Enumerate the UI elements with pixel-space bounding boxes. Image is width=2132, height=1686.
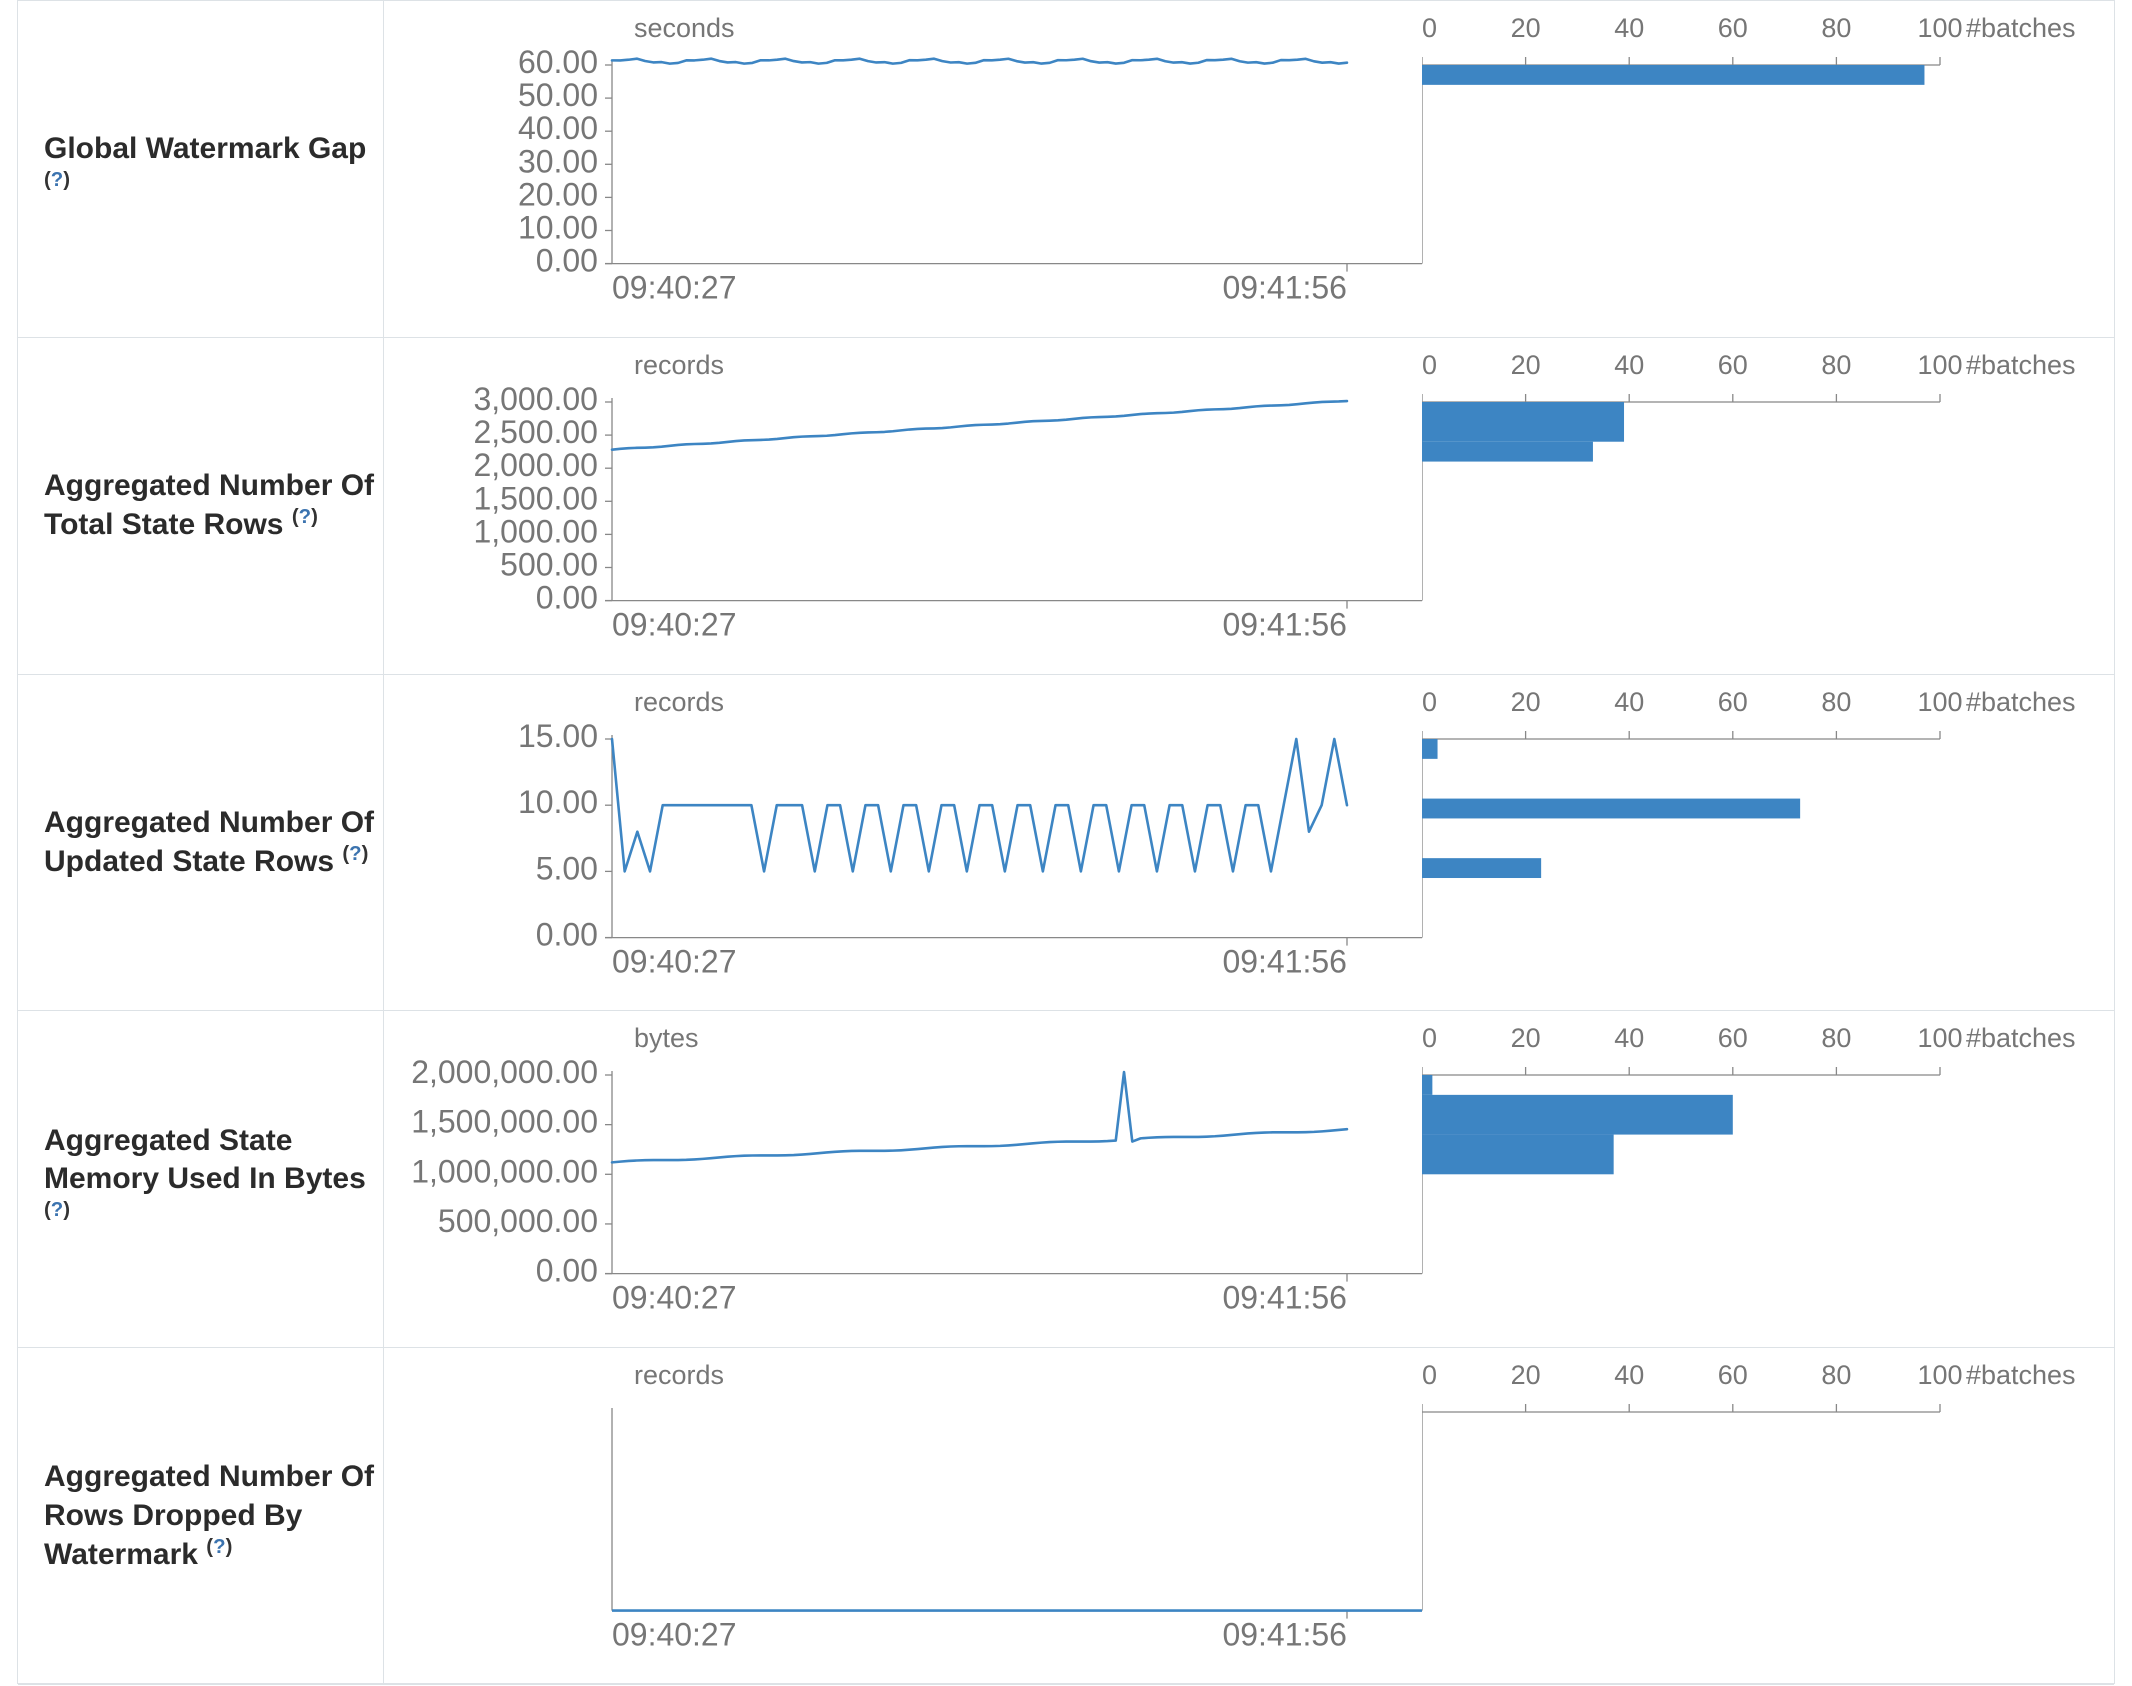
svg-text:1,500.00: 1,500.00 xyxy=(473,480,598,516)
svg-text:500.00: 500.00 xyxy=(500,546,598,582)
svg-text:100: 100 xyxy=(1917,350,1962,380)
svg-text:40.00: 40.00 xyxy=(518,110,598,146)
svg-text:20: 20 xyxy=(1511,13,1541,43)
svg-text:seconds: seconds xyxy=(634,13,735,43)
svg-text:20: 20 xyxy=(1511,1360,1541,1390)
svg-text:09:41:56: 09:41:56 xyxy=(1222,1617,1347,1653)
svg-text:40: 40 xyxy=(1614,1360,1644,1390)
svg-text:500,000.00: 500,000.00 xyxy=(438,1203,598,1239)
svg-text:100: 100 xyxy=(1917,1360,1962,1390)
svg-text:09:40:27: 09:40:27 xyxy=(612,943,737,979)
svg-text:50.00: 50.00 xyxy=(518,77,598,113)
svg-text:0: 0 xyxy=(1422,1360,1437,1390)
svg-text:20.00: 20.00 xyxy=(518,176,598,212)
svg-text:#batches: #batches xyxy=(1966,1360,2076,1390)
svg-text:20: 20 xyxy=(1511,687,1541,717)
svg-text:60: 60 xyxy=(1718,1360,1748,1390)
svg-text:#batches: #batches xyxy=(1966,13,2076,43)
svg-text:1,500,000.00: 1,500,000.00 xyxy=(411,1104,598,1140)
svg-text:bytes: bytes xyxy=(634,1023,699,1053)
svg-text:60.00: 60.00 xyxy=(518,44,598,80)
svg-text:2,000,000.00: 2,000,000.00 xyxy=(411,1054,598,1090)
svg-text:60: 60 xyxy=(1718,687,1748,717)
svg-text:100: 100 xyxy=(1917,1023,1962,1053)
svg-text:60: 60 xyxy=(1718,350,1748,380)
svg-text:60: 60 xyxy=(1718,1023,1748,1053)
svg-text:09:40:27: 09:40:27 xyxy=(612,1617,737,1653)
svg-text:40: 40 xyxy=(1614,350,1644,380)
svg-text:09:41:56: 09:41:56 xyxy=(1222,606,1347,642)
svg-text:40: 40 xyxy=(1614,1023,1644,1053)
svg-text:#batches: #batches xyxy=(1966,350,2076,380)
svg-text:1,000.00: 1,000.00 xyxy=(473,513,598,549)
svg-text:0.00: 0.00 xyxy=(536,1253,598,1289)
svg-text:09:41:56: 09:41:56 xyxy=(1222,943,1347,979)
svg-text:80: 80 xyxy=(1821,1360,1851,1390)
svg-text:2,500.00: 2,500.00 xyxy=(473,414,598,450)
svg-text:records: records xyxy=(634,350,724,380)
svg-text:0.00: 0.00 xyxy=(536,579,598,615)
svg-text:20: 20 xyxy=(1511,1023,1541,1053)
svg-text:60: 60 xyxy=(1718,13,1748,43)
svg-text:10.00: 10.00 xyxy=(518,209,598,245)
svg-text:0: 0 xyxy=(1422,350,1437,380)
svg-text:80: 80 xyxy=(1821,13,1851,43)
svg-text:80: 80 xyxy=(1821,1023,1851,1053)
svg-text:0.00: 0.00 xyxy=(536,243,598,279)
svg-text:09:41:56: 09:41:56 xyxy=(1222,1280,1347,1316)
svg-text:09:41:56: 09:41:56 xyxy=(1222,269,1347,305)
svg-text:#batches: #batches xyxy=(1966,687,2076,717)
svg-text:0: 0 xyxy=(1422,13,1437,43)
svg-text:records: records xyxy=(634,1360,724,1390)
svg-text:09:40:27: 09:40:27 xyxy=(612,1280,737,1316)
svg-text:#batches: #batches xyxy=(1966,1023,2076,1053)
svg-text:80: 80 xyxy=(1821,350,1851,380)
svg-text:40: 40 xyxy=(1614,687,1644,717)
svg-text:80: 80 xyxy=(1821,687,1851,717)
svg-text:0: 0 xyxy=(1422,1023,1437,1053)
svg-text:09:40:27: 09:40:27 xyxy=(612,606,737,642)
svg-text:40: 40 xyxy=(1614,13,1644,43)
svg-text:records: records xyxy=(634,687,724,717)
svg-text:15.00: 15.00 xyxy=(518,718,598,754)
svg-text:100: 100 xyxy=(1917,13,1962,43)
svg-text:5.00: 5.00 xyxy=(536,850,598,886)
svg-text:20: 20 xyxy=(1511,350,1541,380)
svg-text:0.00: 0.00 xyxy=(536,916,598,952)
svg-text:1,000,000.00: 1,000,000.00 xyxy=(411,1154,598,1190)
svg-text:30.00: 30.00 xyxy=(518,143,598,179)
svg-text:3,000.00: 3,000.00 xyxy=(473,381,598,417)
svg-text:10.00: 10.00 xyxy=(518,784,598,820)
svg-text:2,000.00: 2,000.00 xyxy=(473,447,598,483)
svg-text:0: 0 xyxy=(1422,687,1437,717)
svg-text:09:40:27: 09:40:27 xyxy=(612,269,737,305)
svg-text:100: 100 xyxy=(1917,687,1962,717)
